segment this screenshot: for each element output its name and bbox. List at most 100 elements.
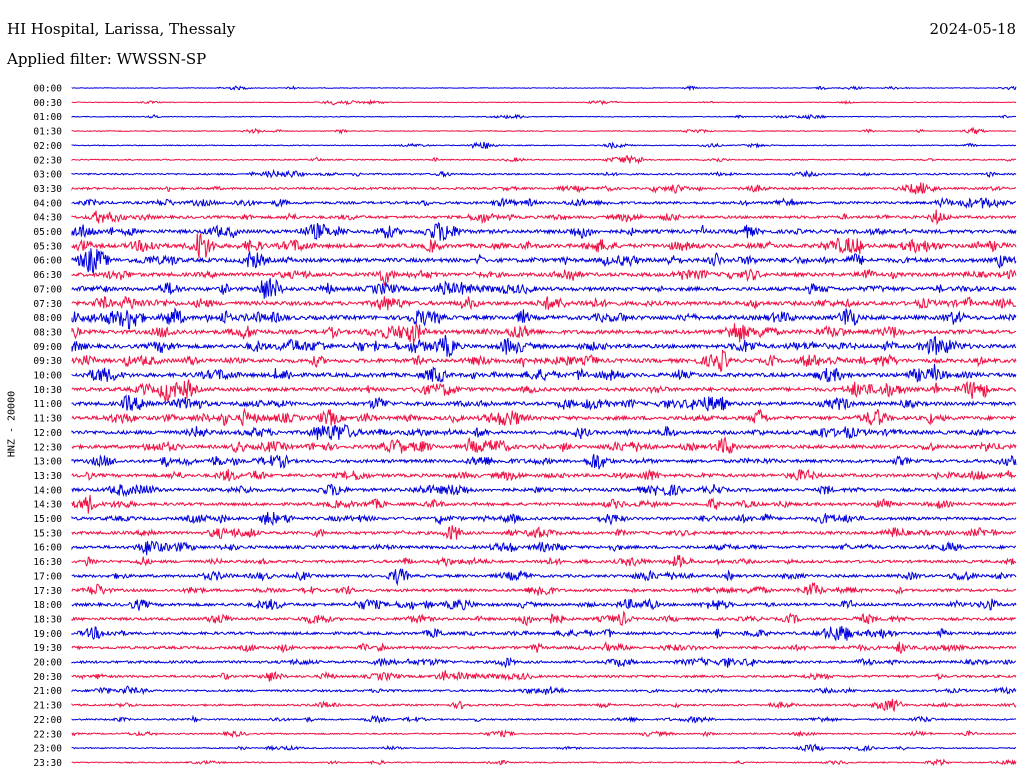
row-label-1130: 11:30: [33, 414, 62, 425]
trace-0430: [71, 209, 1017, 226]
trace-1400: [71, 483, 1017, 498]
trace-2130: [71, 698, 1017, 713]
row-label-2030: 20:30: [33, 672, 62, 683]
row-label-0400: 04:00: [33, 198, 62, 209]
date-label: 2024-05-18: [929, 20, 1016, 38]
row-label-0330: 03:30: [33, 184, 62, 195]
trace-1630: [71, 554, 1017, 569]
trace-0230: [71, 154, 1017, 165]
station-title: HI Hospital, Larissa, Thessaly: [7, 20, 236, 38]
trace-1230: [71, 436, 1017, 454]
row-label-2230: 22:30: [33, 729, 62, 740]
trace-2200: [71, 714, 1017, 725]
row-label-0730: 07:30: [33, 299, 62, 310]
row-label-0100: 01:00: [33, 112, 62, 123]
row-label-1800: 18:00: [33, 600, 62, 611]
trace-1130: [71, 407, 1017, 427]
trace-2330: [71, 758, 1017, 767]
row-label-1530: 15:30: [33, 528, 62, 539]
row-label-2330: 23:30: [33, 758, 62, 769]
row-label-1330: 13:30: [33, 471, 62, 482]
trace-0930: [71, 349, 1017, 373]
trace-2100: [71, 685, 1017, 696]
trace-1730: [71, 582, 1017, 596]
row-label-1700: 17:00: [33, 571, 62, 582]
row-label-0300: 03:00: [33, 170, 62, 181]
trace-1900: [71, 625, 1017, 642]
row-label-1930: 19:30: [33, 643, 62, 654]
row-label-0530: 05:30: [33, 241, 62, 252]
row-label-0800: 08:00: [33, 313, 62, 324]
trace-1530: [71, 525, 1017, 540]
trace-0700: [71, 278, 1017, 299]
row-label-0900: 09:00: [33, 342, 62, 353]
trace-0900: [71, 334, 1017, 358]
row-label-0200: 02:00: [33, 141, 62, 152]
trace-0830: [71, 322, 1017, 344]
trace-0300: [71, 168, 1017, 179]
trace-1330: [71, 468, 1017, 482]
trace-0800: [71, 307, 1017, 330]
row-label-0830: 08:30: [33, 327, 62, 338]
row-label-1630: 16:30: [33, 557, 62, 568]
trace-2300: [71, 743, 1017, 753]
trace-0630: [71, 268, 1017, 287]
trace-0500: [71, 221, 1017, 242]
trace-0400: [71, 196, 1017, 209]
trace-0030: [71, 98, 1017, 106]
row-label-0600: 06:00: [33, 256, 62, 267]
row-label-2200: 22:00: [33, 715, 62, 726]
trace-1930: [71, 640, 1017, 655]
row-label-2130: 21:30: [33, 701, 62, 712]
row-label-1500: 15:00: [33, 514, 62, 525]
row-label-1100: 11:00: [33, 399, 62, 410]
trace-1830: [71, 610, 1017, 627]
trace-1500: [71, 511, 1017, 527]
row-label-0030: 00:30: [33, 98, 62, 109]
row-label-1900: 19:00: [33, 629, 62, 640]
row-label-2300: 23:00: [33, 744, 62, 755]
trace-0200: [71, 141, 1017, 150]
row-label-1600: 16:00: [33, 543, 62, 554]
trace-0600: [71, 248, 1017, 274]
trace-2230: [71, 729, 1017, 739]
row-label-1830: 18:30: [33, 614, 62, 625]
trace-1700: [71, 568, 1017, 587]
trace-1200: [71, 423, 1017, 440]
trace-1430: [71, 494, 1017, 514]
row-label-0500: 05:00: [33, 227, 62, 238]
row-label-0930: 09:30: [33, 356, 62, 367]
trace-2030: [71, 670, 1017, 682]
row-label-1230: 12:30: [33, 442, 62, 453]
row-label-0700: 07:00: [33, 284, 62, 295]
trace-1030: [71, 379, 1017, 403]
row-label-1030: 10:30: [33, 385, 62, 396]
trace-0730: [71, 295, 1017, 311]
row-label-1430: 14:30: [33, 500, 62, 511]
trace-0130: [71, 126, 1017, 135]
row-label-1200: 12:00: [33, 428, 62, 439]
filter-label: Applied filter: WWSSN-SP: [7, 50, 207, 68]
trace-1600: [71, 540, 1017, 556]
trace-1300: [71, 453, 1017, 470]
row-label-1300: 13:00: [33, 457, 62, 468]
row-label-0130: 01:30: [33, 127, 62, 138]
trace-1000: [71, 363, 1017, 383]
trace-1800: [71, 597, 1017, 611]
trace-0100: [71, 113, 1017, 121]
row-label-1000: 10:00: [33, 371, 62, 382]
trace-0330: [71, 182, 1017, 195]
row-label-1400: 14:00: [33, 485, 62, 496]
trace-0530: [71, 232, 1017, 259]
row-label-0230: 02:30: [33, 155, 62, 166]
row-label-2000: 20:00: [33, 658, 62, 669]
trace-2000: [71, 656, 1017, 669]
row-label-2100: 21:00: [33, 686, 62, 697]
row-label-1730: 17:30: [33, 586, 62, 597]
trace-0000: [71, 85, 1017, 92]
trace-1100: [71, 394, 1017, 412]
row-label-0630: 06:30: [33, 270, 62, 281]
row-label-0430: 04:30: [33, 213, 62, 224]
row-label-0000: 00:00: [33, 84, 62, 95]
